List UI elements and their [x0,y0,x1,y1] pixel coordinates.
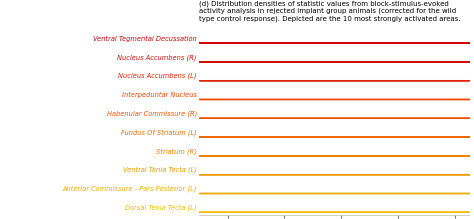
Text: Fundus Of Striatum (L): Fundus Of Striatum (L) [121,129,197,136]
Text: Nucleus Accumbens (R): Nucleus Accumbens (R) [118,54,197,61]
Text: Anterior Commissure - Pars Posterior (L): Anterior Commissure - Pars Posterior (L) [63,186,197,192]
Text: Striatum (R): Striatum (R) [156,148,197,155]
Text: Nucleus Accumbens (L): Nucleus Accumbens (L) [118,73,197,79]
Text: Ventral Tegmental Decussation: Ventral Tegmental Decussation [93,36,197,42]
Text: Interpeduntar Nucleus: Interpeduntar Nucleus [122,92,197,98]
Text: Habenular Commissure (R): Habenular Commissure (R) [107,111,197,117]
Text: Dorsal Tenia Tecta (L): Dorsal Tenia Tecta (L) [125,205,197,211]
Text: (d) Distribution densities of statistic values from block-stimulus-evoked activi: (d) Distribution densities of statistic … [199,0,461,22]
Text: Ventral Tenia Tecta (L): Ventral Tenia Tecta (L) [123,167,197,173]
